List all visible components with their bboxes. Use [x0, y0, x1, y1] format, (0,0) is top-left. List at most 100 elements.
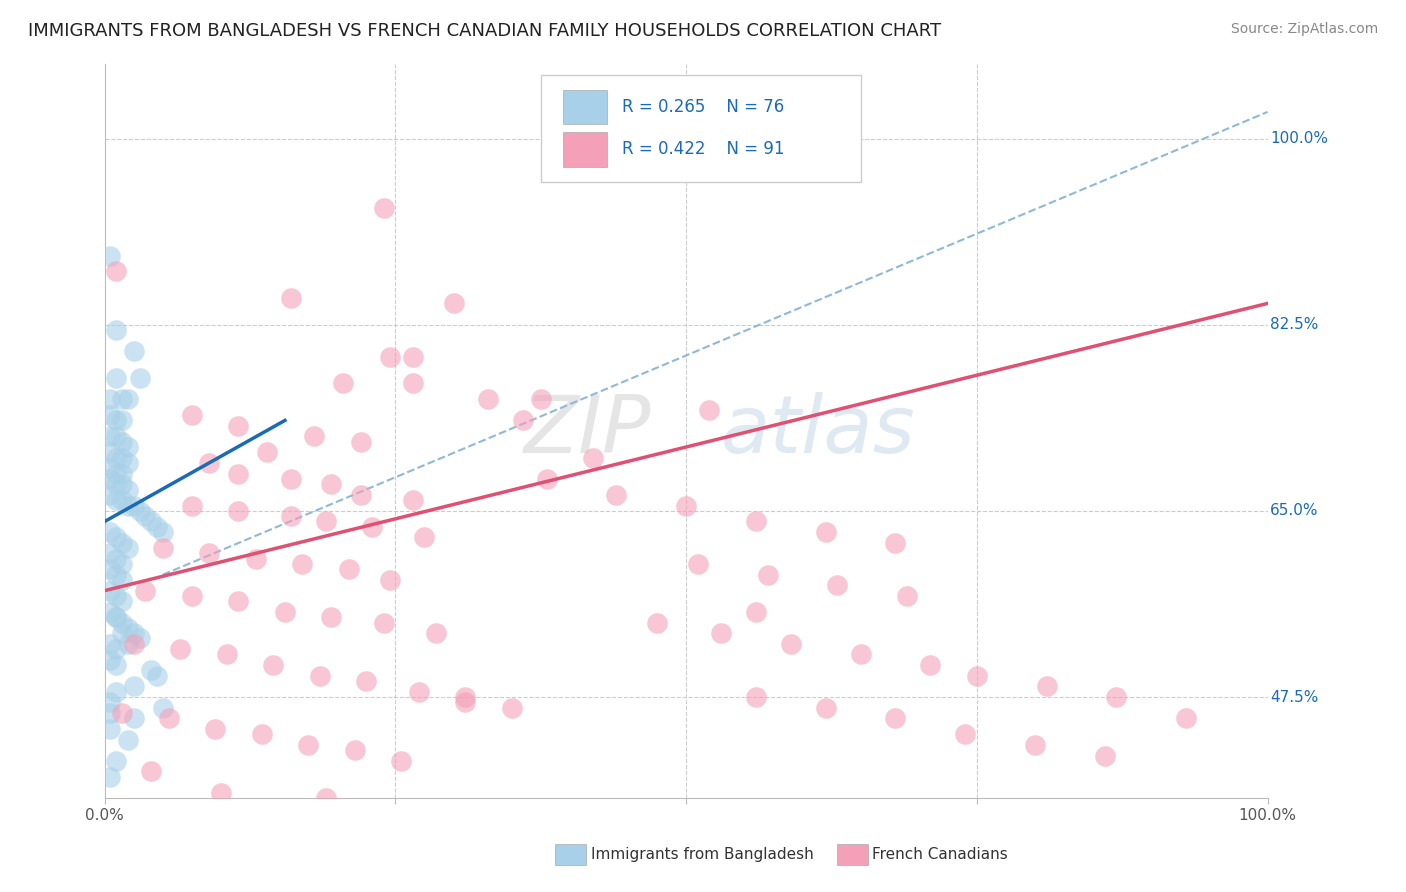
Point	[105, 323, 128, 337]
Point	[315, 515, 337, 529]
FancyBboxPatch shape	[541, 75, 860, 181]
Point	[378, 350, 401, 364]
Point	[100, 722, 122, 736]
Point	[117, 499, 139, 513]
Point	[215, 648, 238, 662]
Text: R = 0.422    N = 91: R = 0.422 N = 91	[621, 140, 785, 158]
Point	[122, 344, 145, 359]
Text: 100.0%: 100.0%	[1270, 131, 1327, 146]
Point	[180, 589, 202, 603]
Text: Source: ZipAtlas.com: Source: ZipAtlas.com	[1230, 22, 1378, 37]
Point	[402, 376, 425, 391]
Point	[454, 695, 477, 709]
Point	[105, 467, 128, 481]
Point	[100, 583, 122, 598]
Point	[710, 626, 733, 640]
Point	[332, 376, 354, 391]
Point	[111, 573, 134, 587]
Point	[100, 461, 122, 475]
Point	[605, 488, 627, 502]
Text: 65.0%: 65.0%	[1270, 503, 1319, 518]
Point	[111, 626, 134, 640]
Point	[302, 429, 325, 443]
Point	[105, 567, 128, 582]
Point	[100, 488, 122, 502]
Point	[1105, 690, 1128, 704]
Point	[756, 567, 779, 582]
Point	[111, 493, 134, 508]
Point	[111, 535, 134, 549]
Point	[291, 557, 314, 571]
Point	[262, 658, 284, 673]
Point	[100, 429, 122, 443]
Point	[389, 754, 412, 768]
Point	[134, 583, 156, 598]
Point	[1175, 711, 1198, 725]
Point	[141, 764, 163, 779]
Point	[337, 562, 360, 576]
Point	[134, 509, 156, 524]
Point	[308, 669, 330, 683]
Point	[146, 669, 169, 683]
Point	[111, 477, 134, 491]
Point	[209, 786, 232, 800]
Point	[425, 626, 447, 640]
Point	[117, 732, 139, 747]
Point	[100, 546, 122, 560]
Point	[1024, 738, 1046, 752]
Point	[105, 684, 128, 698]
Point	[228, 504, 250, 518]
Text: IMMIGRANTS FROM BANGLADESH VS FRENCH CANADIAN FAMILY HOUSEHOLDS CORRELATION CHAR: IMMIGRANTS FROM BANGLADESH VS FRENCH CAN…	[28, 22, 941, 40]
Point	[100, 562, 122, 576]
Point	[686, 557, 709, 571]
Point	[100, 392, 122, 406]
Point	[105, 610, 128, 624]
Point	[100, 695, 122, 709]
Point	[884, 711, 907, 725]
Point	[122, 679, 145, 693]
Point	[204, 722, 226, 736]
Point	[169, 642, 191, 657]
Point	[256, 445, 278, 459]
Text: 82.5%: 82.5%	[1270, 318, 1319, 332]
Point	[105, 450, 128, 465]
Point	[128, 504, 150, 518]
Point	[814, 700, 837, 714]
Point	[953, 727, 976, 741]
Point	[745, 515, 768, 529]
Point	[146, 520, 169, 534]
Point	[105, 493, 128, 508]
Point	[180, 499, 202, 513]
Point	[111, 413, 134, 427]
Point	[105, 413, 128, 427]
Point	[501, 700, 523, 714]
Point	[920, 658, 942, 673]
Text: atlas: atlas	[721, 392, 915, 470]
Point	[645, 615, 668, 630]
Point	[814, 525, 837, 540]
Text: ZIP: ZIP	[524, 392, 651, 470]
Point	[180, 408, 202, 422]
Point	[117, 456, 139, 470]
Point	[100, 770, 122, 784]
Point	[117, 392, 139, 406]
Point	[111, 706, 134, 720]
Point	[111, 467, 134, 481]
Text: French Canadians: French Canadians	[872, 847, 1008, 862]
Point	[349, 488, 371, 502]
Point	[122, 637, 145, 651]
Point	[105, 477, 128, 491]
Point	[100, 637, 122, 651]
Point	[315, 791, 337, 805]
Point	[745, 690, 768, 704]
Point	[117, 637, 139, 651]
Point	[408, 684, 430, 698]
Point	[321, 477, 343, 491]
Point	[827, 578, 849, 592]
Point	[373, 615, 395, 630]
Point	[105, 658, 128, 673]
Point	[512, 413, 534, 427]
Text: Immigrants from Bangladesh: Immigrants from Bangladesh	[591, 847, 813, 862]
Point	[100, 408, 122, 422]
Point	[228, 467, 250, 481]
